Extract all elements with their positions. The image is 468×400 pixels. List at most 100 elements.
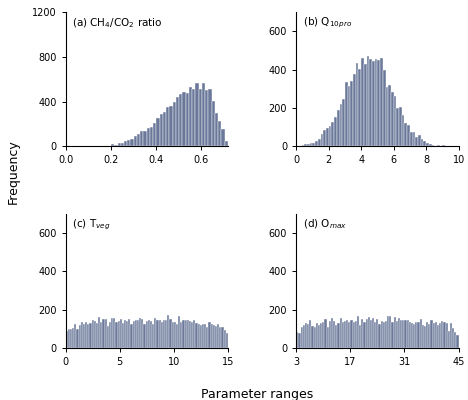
Bar: [344, 320, 346, 348]
Bar: [169, 106, 173, 146]
Bar: [428, 324, 431, 348]
Bar: [208, 322, 211, 348]
Bar: [183, 92, 186, 146]
Bar: [132, 320, 135, 348]
Bar: [394, 96, 396, 146]
Bar: [346, 320, 348, 348]
Bar: [310, 143, 313, 146]
Bar: [391, 92, 394, 146]
Bar: [300, 327, 303, 348]
Bar: [320, 323, 322, 348]
Bar: [307, 324, 309, 348]
Bar: [311, 326, 314, 348]
Bar: [307, 144, 310, 146]
Bar: [364, 64, 366, 146]
Bar: [356, 64, 358, 146]
Bar: [200, 325, 202, 348]
Bar: [211, 324, 213, 348]
Bar: [102, 319, 104, 348]
Bar: [150, 126, 153, 146]
Bar: [426, 322, 428, 348]
Bar: [331, 122, 334, 146]
Bar: [380, 58, 383, 146]
Bar: [396, 321, 398, 348]
Bar: [127, 140, 131, 146]
Bar: [315, 142, 318, 146]
Bar: [456, 335, 459, 348]
Bar: [117, 320, 120, 348]
Bar: [369, 59, 372, 146]
Bar: [100, 322, 102, 348]
Bar: [165, 320, 168, 348]
Bar: [366, 319, 368, 348]
Bar: [124, 320, 126, 348]
Bar: [322, 322, 324, 348]
Bar: [218, 121, 221, 146]
Bar: [179, 94, 183, 146]
Bar: [156, 320, 159, 348]
Bar: [111, 318, 113, 348]
Bar: [337, 110, 339, 146]
Bar: [304, 144, 307, 146]
Bar: [402, 115, 404, 146]
Bar: [353, 74, 356, 146]
Bar: [221, 327, 224, 348]
Bar: [400, 320, 402, 348]
Text: Parameter ranges: Parameter ranges: [201, 388, 314, 400]
Bar: [173, 102, 176, 146]
Bar: [303, 325, 305, 348]
Bar: [402, 320, 404, 348]
Bar: [202, 324, 204, 348]
Bar: [176, 97, 179, 146]
Bar: [331, 318, 333, 348]
Bar: [326, 128, 329, 146]
Bar: [163, 112, 166, 146]
Bar: [299, 333, 300, 348]
Bar: [134, 136, 137, 146]
Bar: [76, 329, 79, 348]
Bar: [411, 324, 413, 348]
Bar: [174, 322, 176, 348]
Text: Frequency: Frequency: [7, 140, 20, 204]
Bar: [213, 325, 215, 348]
Bar: [372, 318, 374, 348]
Bar: [329, 126, 331, 146]
Bar: [424, 141, 426, 146]
Bar: [415, 322, 417, 348]
Bar: [432, 323, 435, 348]
Bar: [215, 112, 218, 146]
Bar: [117, 142, 121, 146]
Bar: [161, 322, 163, 348]
Bar: [120, 319, 122, 348]
Bar: [329, 321, 331, 348]
Bar: [351, 81, 353, 146]
Bar: [342, 322, 344, 348]
Bar: [74, 324, 76, 348]
Bar: [380, 321, 383, 348]
Bar: [66, 330, 68, 348]
Bar: [383, 70, 386, 146]
Bar: [454, 332, 456, 348]
Bar: [140, 131, 144, 146]
Bar: [186, 93, 189, 146]
Bar: [399, 107, 402, 146]
Bar: [98, 317, 100, 348]
Bar: [351, 320, 352, 348]
Bar: [407, 320, 409, 348]
Bar: [409, 322, 411, 348]
Bar: [352, 322, 355, 348]
Bar: [160, 114, 163, 146]
Bar: [205, 90, 208, 146]
Bar: [429, 144, 431, 146]
Bar: [424, 326, 426, 348]
Bar: [137, 320, 139, 348]
Bar: [176, 324, 178, 348]
Bar: [348, 86, 351, 146]
Bar: [309, 320, 311, 348]
Bar: [217, 324, 219, 348]
Bar: [187, 320, 189, 348]
Bar: [387, 316, 389, 348]
Bar: [374, 322, 376, 348]
Bar: [396, 108, 399, 146]
Bar: [199, 89, 202, 146]
